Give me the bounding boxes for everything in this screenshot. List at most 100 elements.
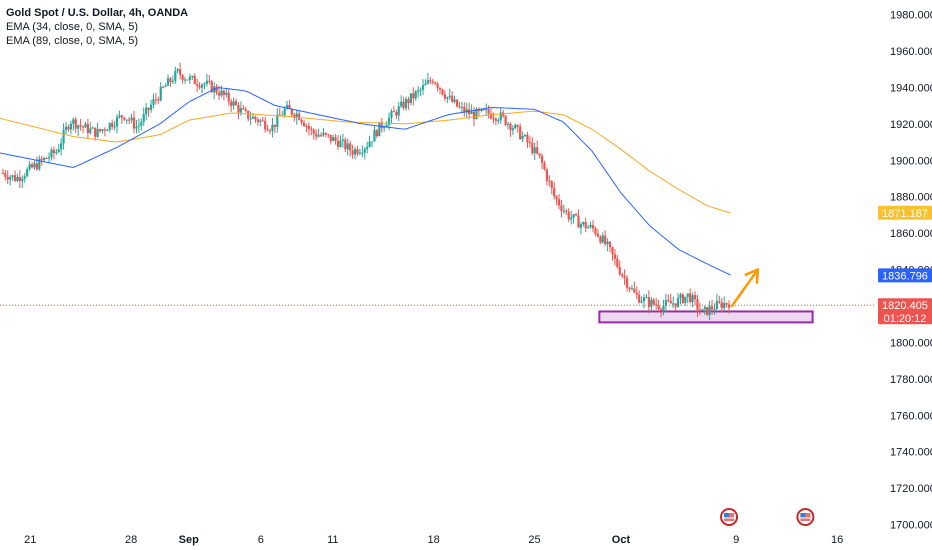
- candle-body: [259, 120, 262, 123]
- candle-body: [16, 177, 19, 181]
- candle-body: [664, 300, 667, 306]
- support-zone-box[interactable]: [598, 310, 814, 324]
- candle-body: [480, 109, 483, 111]
- candle-body: [373, 130, 376, 142]
- candle-body: [237, 105, 240, 113]
- candle-body: [526, 134, 529, 143]
- candle-body: [140, 121, 143, 126]
- candle-body: [186, 79, 189, 81]
- candle-body: [179, 69, 182, 76]
- candle-body: [152, 99, 155, 105]
- candle-body: [511, 128, 514, 131]
- candle-body: [599, 236, 602, 243]
- candle-body: [494, 118, 497, 121]
- candle-body: [383, 127, 386, 129]
- x-tick-label: 18: [428, 534, 440, 546]
- candle-body: [681, 294, 684, 303]
- candle-body: [380, 122, 383, 129]
- candle-body: [659, 309, 663, 312]
- candle-body: [485, 109, 488, 111]
- candle-body: [482, 109, 485, 111]
- time-axis[interactable]: 21 28 Sep 6 11 18 25 Oct 9 16: [24, 534, 843, 546]
- candle-body: [9, 176, 12, 180]
- candle-body: [650, 299, 653, 307]
- candle-body: [254, 116, 257, 120]
- support-zone-layer: [598, 310, 814, 324]
- ema-fast-legend[interactable]: EMA (34, close, 0, SMA, 5): [6, 21, 139, 33]
- candle-body: [555, 196, 558, 200]
- candle-body: [621, 274, 624, 277]
- us-flag-event-icon[interactable]: [796, 508, 815, 526]
- candle-body: [368, 141, 371, 147]
- x-tick-label: Oct: [612, 534, 631, 546]
- candle-body: [191, 76, 194, 78]
- ema-slow-line[interactable]: [0, 110, 731, 214]
- candle-body: [395, 111, 398, 116]
- candle-body: [441, 89, 444, 95]
- candle-body: [400, 101, 403, 107]
- candle-body: [332, 137, 335, 142]
- candle-body: [565, 210, 568, 212]
- y-tick-label: 1920.000: [890, 119, 932, 131]
- y-tick-label: 1720.000: [890, 483, 932, 495]
- x-tick-label: 16: [831, 534, 843, 546]
- projection-arrow-shaft[interactable]: [730, 268, 760, 308]
- ema-fast-line[interactable]: [0, 87, 731, 276]
- symbol-title[interactable]: Gold Spot / U.S. Dollar, 4h, OANDA: [6, 7, 189, 19]
- candle-body: [708, 306, 711, 315]
- candle-body: [625, 278, 629, 288]
- ema-slow-legend[interactable]: EMA (89, close, 0, SMA, 5): [6, 35, 139, 47]
- candle-body: [412, 93, 415, 99]
- overlay-layer: [0, 268, 876, 526]
- candle-body: [307, 126, 310, 129]
- candle-body: [543, 162, 546, 170]
- candle-body: [312, 129, 315, 134]
- candle-body: [295, 113, 298, 118]
- candle-body: [242, 108, 245, 110]
- candle-body: [35, 163, 38, 170]
- candle-body: [616, 258, 619, 267]
- y-tick-label: 1760.000: [890, 410, 932, 422]
- y-tick-label: 1700.000: [890, 520, 932, 532]
- candle-body: [55, 151, 58, 154]
- candle-body: [115, 116, 119, 127]
- candle-body: [713, 309, 716, 311]
- x-tick-label: 21: [24, 534, 36, 546]
- candle-body: [67, 126, 70, 130]
- candle-body: [278, 114, 281, 117]
- candle-body: [689, 293, 692, 303]
- candle-body: [222, 90, 225, 95]
- candle-body: [322, 132, 325, 136]
- us-flag-event-icon[interactable]: [720, 508, 739, 526]
- candle-body: [358, 152, 361, 154]
- candle-body: [305, 126, 308, 128]
- candle-body: [460, 106, 463, 108]
- candle-body: [266, 129, 269, 131]
- candle-body: [264, 120, 267, 130]
- candle-body: [198, 85, 201, 88]
- ema-layer: [0, 87, 731, 276]
- candle-body: [149, 104, 153, 110]
- candle-body: [101, 129, 104, 131]
- candle-body: [217, 92, 221, 96]
- candle-body: [409, 93, 412, 103]
- candle-body: [538, 153, 541, 156]
- candle-body: [601, 235, 604, 243]
- candle-body: [123, 117, 126, 120]
- candle-body: [52, 149, 55, 154]
- candle-body: [94, 127, 97, 137]
- candle-body: [220, 90, 223, 96]
- candle-body: [727, 304, 731, 308]
- price-axis[interactable]: 1700.000 1720.000 1740.000 1760.000 1780.000…: [890, 10, 932, 532]
- candle-body: [166, 78, 170, 86]
- candle-body: [672, 303, 675, 305]
- ema-fast-price-tag[interactable]: 1836.796: [878, 268, 932, 283]
- candle-body: [154, 99, 157, 101]
- candle-body: [604, 235, 607, 245]
- candle-body: [108, 122, 111, 130]
- ema-slow-price-tag[interactable]: 1871.187: [878, 205, 932, 220]
- candle-body: [341, 139, 344, 141]
- candle-body: [655, 304, 658, 306]
